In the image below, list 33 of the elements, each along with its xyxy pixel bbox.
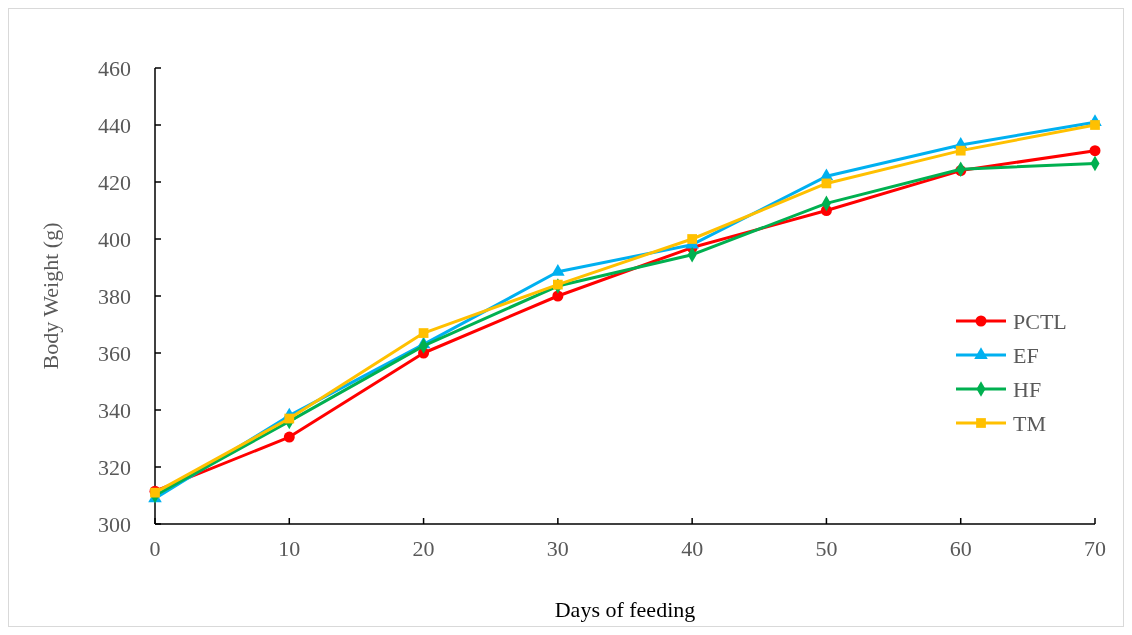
y-axis-title: Body Weight (g)	[38, 222, 63, 370]
y-tick-label: 360	[98, 340, 131, 366]
x-tick-label: 70	[1084, 536, 1106, 561]
y-tick-label: 440	[98, 112, 131, 138]
y-tick-label: 320	[98, 454, 131, 480]
legend-label: EF	[1013, 342, 1039, 368]
x-tick-label: 30	[546, 536, 569, 561]
point	[1090, 120, 1100, 130]
y-tick-label: 380	[98, 283, 131, 309]
legend-label: HF	[1013, 376, 1042, 402]
point	[955, 145, 966, 156]
y-tick-label: 420	[98, 169, 131, 195]
point	[284, 413, 295, 424]
y-tick-label: 400	[98, 226, 131, 252]
point	[418, 328, 429, 338]
legend-label: PCTL	[1013, 308, 1067, 334]
y-tick-label: 340	[98, 397, 131, 423]
legend-label: TM	[1013, 410, 1046, 436]
point	[283, 431, 295, 443]
point	[1089, 145, 1101, 157]
point	[552, 279, 563, 290]
point	[552, 290, 564, 302]
x-tick-label: 10	[278, 536, 301, 561]
x-tick-label: 50	[815, 536, 838, 561]
y-tick-label: 460	[98, 55, 131, 81]
y-tick-label: 300	[98, 511, 131, 537]
x-tick-label: 40	[681, 536, 704, 561]
x-axis-title: Days of feeding	[554, 597, 696, 622]
point	[687, 234, 698, 244]
x-tick-label: 0	[149, 536, 161, 561]
x-tick-label: 20	[412, 536, 435, 561]
x-tick-label: 60	[949, 536, 972, 561]
point	[551, 263, 565, 276]
